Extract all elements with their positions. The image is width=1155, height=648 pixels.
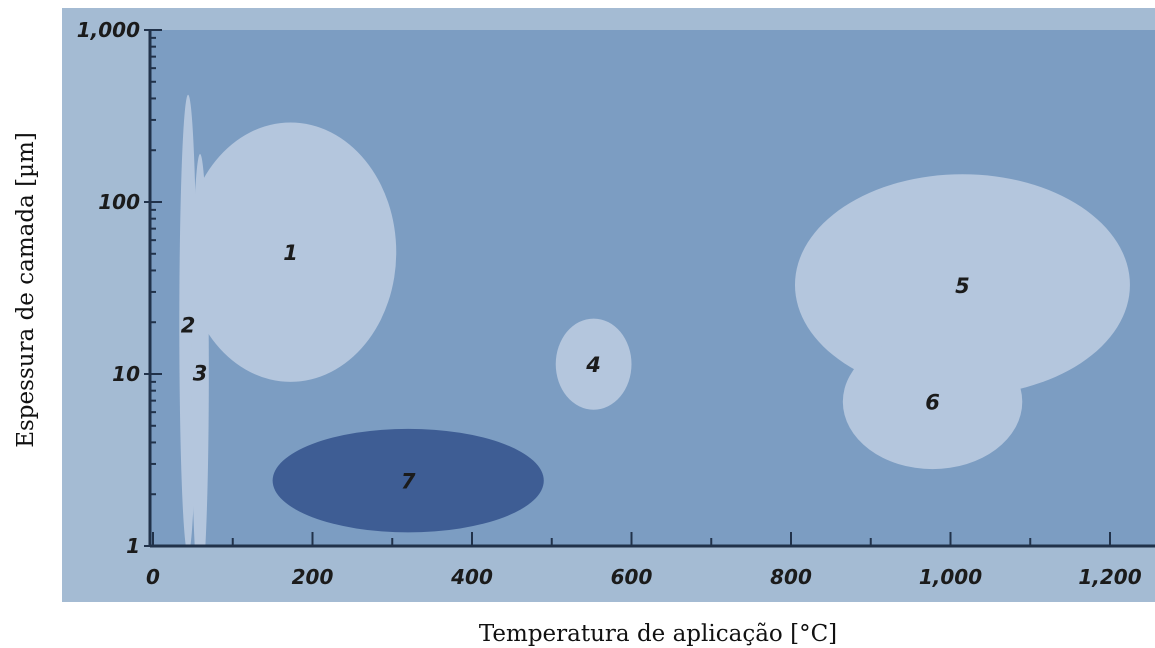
x-tick-label-600: 600 xyxy=(611,565,653,589)
y-tick-label-10: 10 xyxy=(112,362,140,386)
region-4-label: 4 xyxy=(585,353,601,377)
region-5-ellipse xyxy=(794,174,1130,396)
region-3-label: 3 xyxy=(193,361,208,385)
x-tick-label-1200: 1,200 xyxy=(1078,565,1141,589)
region-1-ellipse xyxy=(184,122,397,382)
x-tick-label-0: 0 xyxy=(146,565,160,589)
y-tick-label-1000: 1,000 xyxy=(77,18,140,42)
region-7-label: 7 xyxy=(401,470,416,494)
region-4-ellipse xyxy=(555,318,632,410)
x-tick-label-400: 400 xyxy=(450,565,493,589)
x-tick-label-200: 200 xyxy=(292,565,334,589)
region-7-ellipse xyxy=(272,428,544,533)
region-6-ellipse xyxy=(842,334,1023,470)
region-6-label: 6 xyxy=(925,391,940,415)
region-2-label: 2 xyxy=(181,313,196,337)
region-labels: 1 2 3 4 5 6 7 xyxy=(181,241,970,493)
x-tick-label-1000: 1,000 xyxy=(919,565,982,589)
x-tick-label-800: 800 xyxy=(770,565,812,589)
region-3-ellipse xyxy=(191,154,209,546)
region-5-label: 5 xyxy=(955,274,970,298)
x-axis-title: Temperatura de aplicação [°C] xyxy=(479,621,837,647)
y-tick-label-1: 1 xyxy=(126,534,140,558)
tick-labels: 0 200 400 600 800 1,000 1,200 1 10 100 1,000 xyxy=(77,18,1142,589)
y-axis-title: Espessura de camada [µm] xyxy=(13,132,39,448)
region-1-label: 1 xyxy=(283,241,298,265)
axes xyxy=(144,29,1155,548)
regions xyxy=(179,94,1130,546)
y-tick-label-100: 100 xyxy=(98,190,140,214)
